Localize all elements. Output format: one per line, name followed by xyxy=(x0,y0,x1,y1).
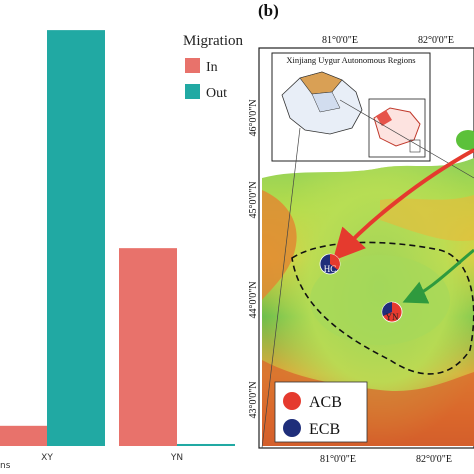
legend-swatch-out xyxy=(185,84,200,99)
panel-label: (b) xyxy=(258,1,279,20)
legend: Migration In Out xyxy=(183,33,243,101)
map-legend-ecb: ECB xyxy=(309,421,340,438)
site-label-yn: YN xyxy=(386,312,399,322)
x-tick-label-yn: YN xyxy=(170,453,183,463)
legend-label-out: Out xyxy=(206,86,227,101)
study-region-outline xyxy=(291,241,474,375)
lon-tick-bottom-1: 81°0'0"E xyxy=(320,454,356,465)
bar-xy-in xyxy=(0,425,47,446)
lat-tick-43: 43°0'0"N xyxy=(248,381,259,418)
x-axis-label-fragment: ns xyxy=(0,461,11,471)
map-legend-acb: ACB xyxy=(309,394,342,411)
lon-tick-top-2: 82°0'0"E xyxy=(418,35,454,46)
legend-title: Migration xyxy=(183,33,243,49)
migration-arrow-red xyxy=(332,148,474,261)
source-region-marker xyxy=(456,130,474,150)
bar-yn-out xyxy=(177,443,235,446)
migration-arrow-green xyxy=(402,248,474,304)
bar-xy-out xyxy=(47,30,105,446)
terrain-map xyxy=(262,158,474,446)
inset-map: Xinjiang Uygur Autonomous Regions xyxy=(261,52,474,449)
bar-yn-in xyxy=(119,248,177,446)
lat-tick-46: 46°0'0"N xyxy=(248,99,259,136)
lon-tick-top-1: 81°0'0"E xyxy=(322,35,358,46)
legend-label-in: In xyxy=(206,60,218,75)
site-marker-hc: HC xyxy=(319,253,341,275)
inset-title: Xinjiang Uygur Autonomous Regions xyxy=(286,55,415,65)
site-label-hc: HC xyxy=(324,264,337,274)
bar-chart: XY YN ns Migration In Out xyxy=(0,30,243,471)
lat-tick-44: 44°0'0"N xyxy=(248,281,259,318)
map-legend: ACB ECB xyxy=(274,381,368,443)
map-panel: (b) Xinjiang Uygur Autonomous Regions xyxy=(248,1,474,465)
legend-swatch-in xyxy=(185,58,200,73)
lat-tick-45: 45°0'0"N xyxy=(248,181,259,218)
site-marker-yn: YN xyxy=(381,301,403,323)
lon-tick-bottom-2: 82°0'0"E xyxy=(416,454,452,465)
x-tick-label-xy: XY xyxy=(41,453,53,463)
